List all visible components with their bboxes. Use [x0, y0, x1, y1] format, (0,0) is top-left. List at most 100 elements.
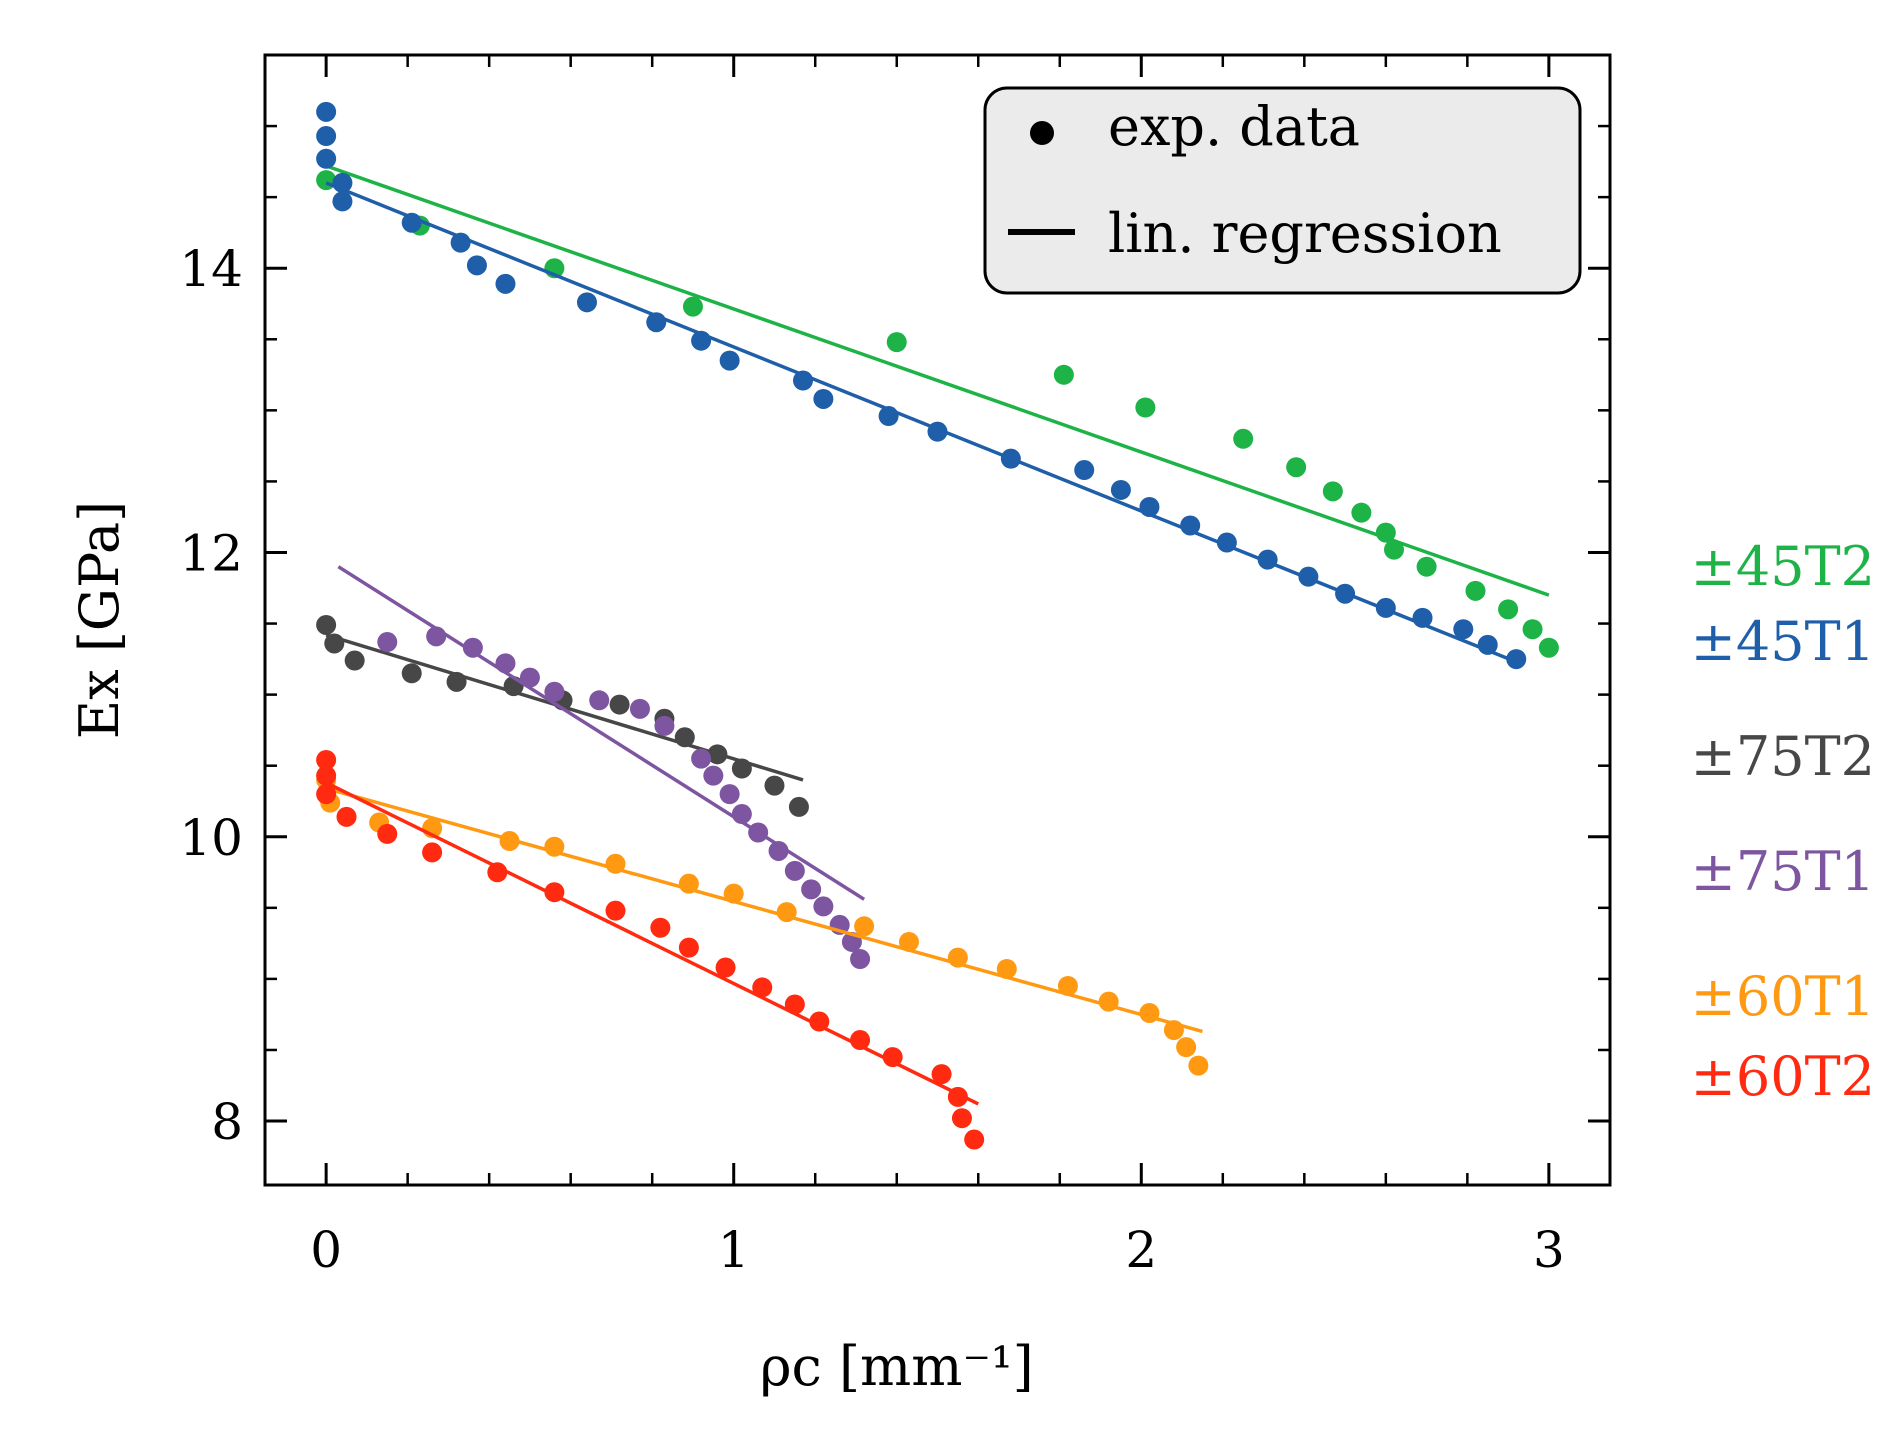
- data-point: [446, 671, 467, 692]
- data-point: [495, 653, 516, 674]
- data-point: [691, 748, 712, 769]
- data-point: [605, 853, 626, 874]
- data-point: [682, 296, 703, 317]
- data-point: [401, 663, 422, 684]
- x-axis-label: ρc [mm⁻¹]: [760, 1335, 1034, 1398]
- data-point: [1375, 522, 1396, 543]
- data-point: [654, 715, 675, 736]
- data-point: [422, 842, 443, 863]
- data-point: [707, 744, 728, 765]
- data-point: [1057, 976, 1078, 997]
- series-layer: [316, 101, 1559, 1150]
- data-point: [731, 758, 752, 779]
- x-tick-label: 0: [310, 1221, 342, 1279]
- data-point: [947, 1086, 968, 1107]
- data-point: [1453, 619, 1474, 640]
- series-±75T1: [337, 565, 871, 969]
- data-point: [316, 765, 337, 786]
- data-point: [377, 632, 398, 653]
- data-point: [1477, 634, 1498, 655]
- x-tick-label: 3: [1533, 1221, 1565, 1279]
- data-point: [784, 994, 805, 1015]
- data-point: [801, 879, 822, 900]
- data-point: [544, 681, 565, 702]
- data-point: [1257, 549, 1278, 570]
- data-point: [731, 804, 752, 825]
- data-point: [886, 332, 907, 353]
- data-point: [703, 765, 724, 786]
- data-point: [878, 406, 899, 427]
- x-tick-label: 2: [1125, 1221, 1157, 1279]
- data-point: [691, 330, 712, 351]
- series-label-±75T1: ±75T1: [1691, 840, 1875, 903]
- data-point: [646, 312, 667, 333]
- data-point: [519, 667, 540, 688]
- legend-label-exp: exp. data: [1108, 95, 1360, 158]
- data-point: [1383, 539, 1404, 560]
- data-point: [1498, 599, 1519, 620]
- data-point: [813, 896, 834, 917]
- y-axis-label: Ex [GPa]: [68, 501, 131, 739]
- data-point: [882, 1047, 903, 1068]
- data-point: [719, 784, 740, 805]
- series-label-±45T2: ±45T2: [1691, 535, 1875, 598]
- data-point: [964, 1129, 985, 1150]
- series-±75T2: [316, 614, 809, 817]
- series-±45T1: [316, 101, 1527, 670]
- data-point: [316, 126, 337, 147]
- y-tick-label: 12: [179, 524, 243, 582]
- data-point: [336, 806, 357, 827]
- data-point: [674, 727, 695, 748]
- data-point: [850, 1030, 871, 1051]
- data-point: [1351, 502, 1372, 523]
- data-point: [764, 775, 785, 796]
- data-point: [1412, 607, 1433, 628]
- data-point: [1335, 583, 1356, 604]
- data-point: [450, 232, 471, 253]
- data-point: [947, 947, 968, 968]
- data-point: [495, 273, 516, 294]
- axis-labels: ρc [mm⁻¹] Ex [GPa]: [68, 501, 1034, 1398]
- data-point: [678, 937, 699, 958]
- data-point: [1375, 597, 1396, 618]
- series-label-±45T1: ±45T1: [1691, 610, 1875, 673]
- data-point: [1233, 428, 1254, 449]
- data-point: [1522, 619, 1543, 640]
- data-point: [776, 902, 797, 923]
- data-point: [589, 690, 610, 711]
- data-point: [316, 750, 337, 771]
- data-point: [927, 421, 948, 442]
- data-point: [544, 836, 565, 857]
- data-point: [719, 350, 740, 371]
- data-point: [466, 255, 487, 276]
- legend: exp. data lin. regression: [983, 86, 1582, 295]
- data-point: [344, 650, 365, 671]
- data-point: [723, 883, 744, 904]
- legend-marker-dot: [1030, 121, 1054, 145]
- data-point: [1139, 1003, 1160, 1024]
- data-point: [1286, 457, 1307, 478]
- data-point: [788, 796, 809, 817]
- regression-line: [325, 164, 1550, 597]
- data-point: [401, 212, 422, 233]
- data-point: [487, 862, 508, 883]
- regression-line: [325, 781, 980, 1106]
- data-point: [1139, 497, 1160, 517]
- data-point: [793, 370, 813, 391]
- data-point: [1322, 481, 1343, 502]
- data-point: [316, 614, 337, 635]
- data-point: [544, 882, 565, 903]
- axes-frame: [263, 53, 1612, 1187]
- data-point: [813, 388, 834, 409]
- data-point: [1074, 460, 1095, 481]
- data-point: [332, 172, 353, 193]
- series-label-±75T2: ±75T2: [1691, 725, 1875, 788]
- series-±45T2: [316, 164, 1559, 658]
- data-point: [996, 958, 1017, 979]
- data-point: [854, 916, 875, 937]
- data-point: [752, 977, 773, 998]
- data-point: [1180, 515, 1201, 536]
- data-point: [1538, 637, 1559, 658]
- data-point: [931, 1064, 952, 1085]
- data-point: [898, 931, 919, 952]
